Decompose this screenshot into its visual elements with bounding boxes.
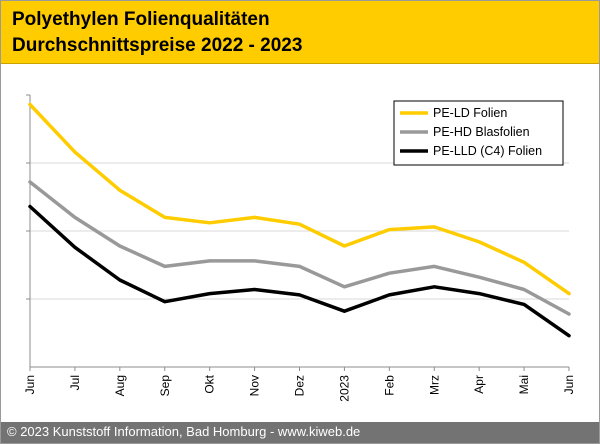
line-chart: Jun Jul Aug Sep Okt Nov Dez 2023 Feb Mrz Apr Mai Jun…	[23, 94, 576, 402]
x-tick-label: Apr	[472, 375, 486, 394]
x-tick-label: Aug	[113, 375, 127, 396]
legend-label: PE-HD Blasfolien	[433, 125, 530, 139]
x-tick-label: Jun	[23, 375, 37, 394]
x-tick-label: Feb	[382, 375, 396, 396]
x-tick-label: 2023	[337, 375, 351, 402]
x-tick-label: Mrz	[427, 375, 441, 395]
x-tick-label: Jun	[562, 375, 576, 394]
x-tick-label: Okt	[203, 374, 217, 393]
legend-label: PE-LLD (C4) Folien	[433, 144, 542, 158]
x-tick-label: Sep	[158, 375, 172, 397]
x-tick-label: Nov	[248, 375, 262, 396]
x-tick-label: Dez	[293, 375, 307, 396]
copyright-text: © 2023 Kunststoff Information, Bad Hombu…	[7, 424, 361, 439]
series-lines	[28, 102, 571, 338]
series-line-1	[28, 180, 571, 316]
header-bar: Polyethylen Folienqualitäten Durchschnit…	[1, 1, 599, 64]
chart-title-line2: Durchschnittspreise 2022 - 2023	[12, 35, 303, 56]
legend-label: PE-LD Folien	[433, 106, 507, 120]
chart-title-line1: Polyethylen Folienqualitäten	[12, 9, 270, 30]
x-tick-label: Mai	[517, 375, 531, 394]
series-line-0	[28, 102, 571, 296]
x-tick-label: Jul	[68, 375, 82, 390]
footer-bar: © 2023 Kunststoff Information, Bad Hombu…	[1, 422, 599, 443]
series-line-2	[28, 204, 571, 338]
x-axis-ticks: Jun Jul Aug Sep Okt Nov Dez 2023 Feb Mrz Apr Mai Jun	[23, 367, 576, 402]
legend: PE-LD Folien PE-HD Blasfolien PE-LLD (C4) …	[393, 100, 564, 166]
